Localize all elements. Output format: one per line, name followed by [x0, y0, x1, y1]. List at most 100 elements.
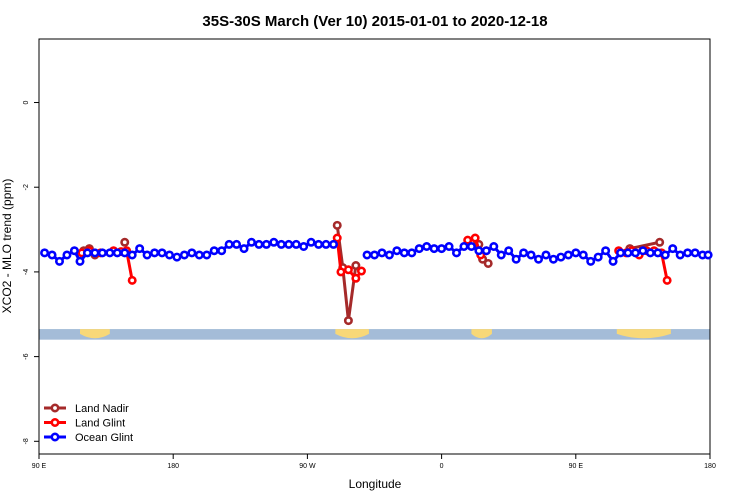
data-point [660, 250, 670, 260]
x-tick-label: 90 E [569, 463, 584, 470]
data-point [112, 248, 122, 258]
legend-label: Land Nadir [75, 403, 129, 415]
data-point [232, 239, 242, 249]
data-point [328, 239, 338, 249]
data-point [239, 244, 249, 254]
data-point [414, 244, 424, 254]
data-point [601, 246, 611, 256]
data-point [120, 248, 130, 258]
data-point [489, 242, 499, 252]
land-patch-1 [335, 329, 369, 339]
data-point [217, 246, 227, 256]
x-axis: 90 E 180 90 W 0 90 E 180 [32, 454, 716, 470]
data-point [254, 239, 264, 249]
data-point [142, 250, 152, 260]
data-point [362, 250, 372, 260]
data-point [466, 242, 476, 252]
x-axis-label: Longitude [349, 477, 402, 491]
x-tick-label: 180 [704, 463, 716, 470]
data-point [314, 239, 324, 249]
data-point [683, 248, 693, 258]
data-point [481, 246, 491, 256]
data-point [321, 239, 331, 249]
chart-title: 35S-30S March (Ver 10) 2015-01-01 to 202… [202, 13, 547, 30]
data-point [399, 248, 409, 258]
legend-label: Land Glint [75, 418, 125, 430]
data-point [284, 239, 294, 249]
data-point [276, 239, 286, 249]
x-tick-label: 0 [440, 463, 444, 470]
data-point [55, 256, 65, 266]
data-point [62, 250, 72, 260]
data-point [332, 233, 342, 243]
data-point [519, 248, 529, 258]
data-point [97, 248, 107, 258]
series-line [335, 225, 358, 321]
data-point [351, 273, 361, 283]
data-point [127, 275, 137, 285]
y-tick-label: -2 [23, 184, 30, 190]
data-point [336, 267, 346, 277]
data-point [172, 252, 182, 262]
data-point [675, 250, 685, 260]
y-tick-label: -4 [23, 269, 30, 275]
data-point [548, 254, 558, 264]
data-point [483, 258, 493, 268]
land-patch-0 [80, 329, 110, 339]
series-ocean-glint [40, 237, 713, 266]
data-point [578, 250, 588, 260]
data-point [459, 242, 469, 252]
data-point [630, 248, 640, 258]
data-point [511, 254, 521, 264]
data-point [653, 248, 663, 258]
data-point [90, 248, 100, 258]
data-point [463, 235, 473, 245]
data-point [47, 250, 57, 260]
data-point [69, 246, 79, 256]
data-point [392, 246, 402, 256]
data-point [645, 248, 655, 258]
data-point [541, 250, 551, 260]
data-point [690, 248, 700, 258]
data-point [668, 244, 678, 254]
data-point [422, 242, 432, 252]
data-point [269, 237, 279, 247]
data-point [82, 248, 92, 258]
data-point [638, 246, 648, 256]
data-point [534, 254, 544, 264]
ocean-band [39, 329, 710, 340]
data-point [194, 250, 204, 260]
data-point [291, 239, 301, 249]
data-point [105, 248, 115, 258]
data-point [202, 250, 212, 260]
data-point [120, 237, 130, 247]
y-tick-label: -8 [23, 438, 30, 444]
data-point [351, 261, 361, 271]
data-point [75, 256, 85, 266]
data-point [526, 250, 536, 260]
data-point [384, 250, 394, 260]
data-point [306, 237, 316, 247]
y-axis: 0 -2 -4 -6 -8 [23, 100, 39, 444]
data-point [150, 248, 160, 258]
data-point [135, 244, 145, 254]
data-point [429, 244, 439, 254]
legend-marker [50, 417, 60, 427]
data-point [164, 250, 174, 260]
x-tick-label: 90 E [32, 463, 47, 470]
data-point [224, 239, 234, 249]
data-point [356, 266, 366, 276]
legend-marker [50, 403, 60, 413]
land-patch-2 [471, 329, 492, 339]
data-point [623, 248, 633, 258]
data-point [209, 246, 219, 256]
y-tick-label: 0 [23, 100, 30, 104]
series-layer [40, 220, 713, 326]
data-point [586, 256, 596, 266]
legend-label: Ocean Glint [75, 432, 133, 444]
x-tick-label: 90 W [299, 463, 316, 470]
data-point [616, 248, 626, 258]
series-land-nadir [79, 220, 665, 326]
x-tick-label: 180 [167, 463, 179, 470]
data-point [563, 250, 573, 260]
